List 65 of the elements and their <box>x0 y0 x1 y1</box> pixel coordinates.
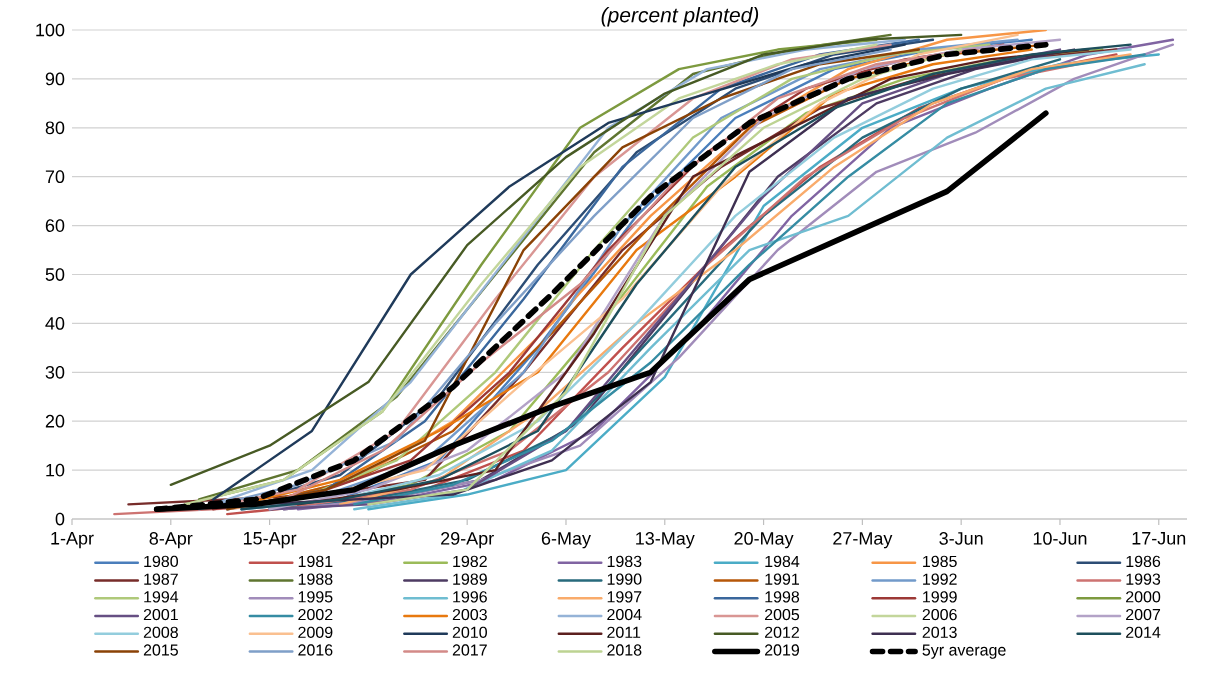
x-tick-label: 15-Apr <box>243 532 297 549</box>
legend-label: 2015 <box>143 644 178 656</box>
y-tick-label: 40 <box>45 317 65 330</box>
x-tick-label: 8-Apr <box>149 532 193 549</box>
y-tick-label: 100 <box>36 23 65 37</box>
legend-label: 2019 <box>765 644 800 656</box>
x-tick-label: 10-Jun <box>1033 532 1087 545</box>
y-tick-label: 90 <box>45 72 65 86</box>
x-tick-label: 3-Jun <box>939 532 983 545</box>
legend-label: 2018 <box>607 644 642 656</box>
x-tick-label: 20-May <box>734 532 794 549</box>
legend-label: 1997 <box>607 591 642 603</box>
legend-label: 1992 <box>923 573 957 585</box>
y-tick-label: 60 <box>45 219 65 232</box>
x-tick-label: 27-May <box>833 532 893 549</box>
legend-label: 1985 <box>923 555 957 568</box>
legend-label: 2000 <box>1126 591 1161 603</box>
x-tick-label: 6-May <box>541 532 591 549</box>
x-tick-label: 13-May <box>636 532 695 549</box>
legend-label: 1995 <box>298 591 333 603</box>
legend-label: 1990 <box>607 573 642 585</box>
legend-label: 1999 <box>923 591 957 603</box>
y-tick-label: 30 <box>45 365 65 379</box>
legend-label: 1994 <box>144 591 179 603</box>
x-tick-label: 29-Apr <box>441 532 494 549</box>
y-tick-label: 80 <box>45 121 65 135</box>
legend-label: 1989 <box>453 573 487 585</box>
legend-label: 1982 <box>453 555 487 568</box>
x-tick-label: 17-Jun <box>1132 532 1186 545</box>
legend-label: 1981 <box>298 555 333 568</box>
chart-subtitle: (percent planted) <box>601 7 759 27</box>
legend-label: 1984 <box>765 555 800 568</box>
legend-label: 2016 <box>298 644 333 656</box>
y-tick-label: 10 <box>46 463 65 477</box>
legend-label: 1991 <box>765 573 799 585</box>
legend-label: 2005 <box>765 608 800 621</box>
y-tick-label: 20 <box>45 414 65 428</box>
legend-label: 2010 <box>452 626 487 638</box>
legend-label: 2006 <box>922 608 957 621</box>
legend-label: 2009 <box>298 626 333 638</box>
legend-label: 1996 <box>453 591 487 603</box>
legend-label: 5yr average <box>922 644 1006 659</box>
legend-label: 1980 <box>144 555 179 568</box>
legend-label: 2004 <box>607 608 642 621</box>
legend-label: 2017 <box>452 644 487 656</box>
x-tick-label: 1-Apr <box>51 532 94 549</box>
legend-label: 2014 <box>1126 626 1161 638</box>
y-tick-label: 50 <box>45 268 65 281</box>
legend-label: 2002 <box>298 608 333 621</box>
legend-label: 1993 <box>1126 573 1161 585</box>
legend-label: 1998 <box>765 591 800 603</box>
legend-label: 2008 <box>143 626 178 638</box>
legend-label: 2007 <box>1126 608 1161 621</box>
legend-label: 2001 <box>143 608 178 621</box>
y-tick-label: 0 <box>55 512 65 526</box>
legend-label: 1987 <box>144 573 178 585</box>
legend-label: 2012 <box>765 626 799 638</box>
legend-label: 1988 <box>298 573 333 585</box>
legend-label: 1986 <box>1126 555 1161 568</box>
legend-label: 2013 <box>922 626 957 638</box>
legend-label: 2011 <box>607 626 641 638</box>
legend-label: 1983 <box>607 555 642 568</box>
x-tick-label: 22-Apr <box>342 532 396 549</box>
y-tick-label: 70 <box>45 170 65 184</box>
legend-label: 2003 <box>452 608 487 621</box>
